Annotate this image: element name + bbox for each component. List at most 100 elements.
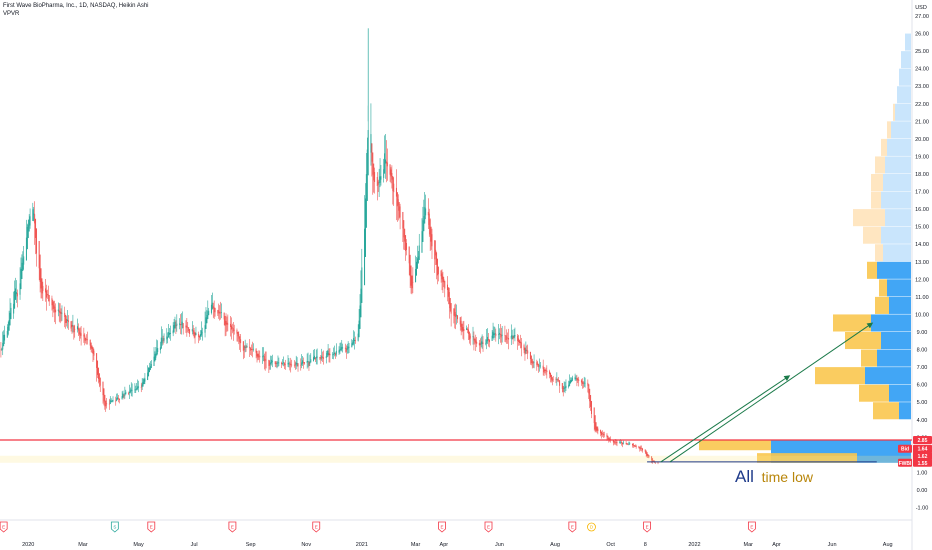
candle-body [632, 444, 634, 446]
candle-body [293, 364, 295, 366]
candle-body [505, 335, 507, 341]
y-tick-label: 8.00 [917, 348, 928, 354]
candle-body [551, 377, 553, 382]
candle-body [86, 339, 88, 341]
candle-body [440, 270, 442, 277]
candle-body [351, 343, 353, 348]
candle-body [435, 249, 437, 256]
candle-body [537, 363, 539, 365]
candle-body [453, 308, 455, 316]
event-marker-e[interactable]: E [147, 521, 156, 533]
candle-body [42, 285, 44, 292]
candle-body [77, 327, 79, 331]
candle-body [549, 371, 551, 375]
candle-body [79, 331, 81, 335]
candle-body [179, 324, 181, 326]
event-marker-e[interactable]: E [0, 521, 8, 533]
candle-body [436, 258, 438, 276]
candle-body [258, 355, 260, 357]
candle-body [227, 323, 229, 325]
y-tick-label: 26.00 [915, 32, 929, 38]
candle-body [130, 389, 132, 392]
candle-body [45, 288, 47, 293]
candle-body [652, 460, 654, 462]
candle-body [264, 358, 266, 361]
candle-body [251, 349, 253, 350]
candle-body [612, 439, 614, 443]
candle-body [265, 359, 267, 361]
price-tags: 2.85 1.64 Bid 1.621.55 FWBI [898, 435, 932, 467]
price-tag-value: 1.55 [918, 461, 928, 467]
candle-body [404, 228, 406, 242]
indicator-label[interactable]: VPVR [3, 11, 20, 17]
candle-body [508, 338, 510, 340]
candle-body [236, 330, 238, 334]
candle-body [123, 395, 125, 397]
candle-body [434, 240, 436, 260]
candle-body [500, 334, 502, 338]
candle-body [600, 429, 602, 434]
candle-body [103, 388, 105, 402]
event-marker-s[interactable]: S [110, 521, 119, 533]
x-axis[interactable]: 2020 Mar May Jul Sep Nov 2021 Mar Apr Jun Aug Oct 8 2… [22, 542, 892, 548]
candle-body [306, 361, 308, 363]
vp-bar-down [873, 402, 899, 420]
candle-body [238, 334, 240, 339]
candle-body [172, 330, 174, 334]
candle-body [647, 454, 649, 457]
candle-body [474, 338, 476, 343]
candle-body [587, 382, 589, 386]
candle-body [230, 325, 232, 330]
x-tick-label: Aug [883, 542, 893, 548]
candle-body [536, 362, 538, 366]
candle-body [14, 291, 16, 309]
vp-bar-up [877, 349, 911, 367]
candle-body [220, 312, 222, 314]
candle-body [22, 258, 24, 271]
projection-arrow [660, 375, 791, 463]
candle-body [493, 333, 495, 336]
candle-body [366, 149, 368, 201]
y-tick-label: 12.00 [915, 277, 929, 283]
event-marker-e[interactable]: E [643, 521, 651, 533]
candle-body [499, 333, 501, 335]
candle-body [485, 343, 487, 344]
candle-body [557, 379, 559, 381]
y-axis[interactable]: USD-1.000.001.002.003.004.005.006.007.00… [915, 5, 929, 512]
event-marker-d[interactable]: D [587, 522, 596, 532]
candle-body [603, 434, 605, 436]
event-marker-e[interactable]: E [747, 521, 756, 533]
candle-body [297, 363, 299, 367]
candle-body [364, 228, 366, 286]
candle-body [411, 275, 413, 289]
event-marker-e[interactable]: E [438, 521, 446, 533]
candle-body [27, 224, 29, 239]
candle-body [46, 294, 48, 295]
candle-body [167, 337, 169, 338]
candle-body [257, 353, 259, 358]
event-marker-e[interactable]: E [228, 521, 237, 533]
candle-body [179, 323, 181, 325]
candle-body [584, 382, 586, 384]
event-marker-e[interactable]: E [484, 521, 493, 533]
candle-body [391, 172, 393, 180]
vp-bar-up [905, 33, 911, 51]
candle-body [9, 312, 11, 326]
candle-body [461, 323, 463, 331]
vp-bar-up [895, 103, 911, 121]
candle-body [371, 143, 373, 162]
candle-body [175, 325, 177, 327]
candle-body [570, 380, 572, 384]
candle-body [539, 365, 541, 367]
candle-body [86, 339, 88, 340]
candle-body [564, 387, 566, 389]
x-tick-label: Mar [78, 542, 88, 548]
candle-body [232, 327, 234, 332]
event-marker-e[interactable]: E [312, 521, 321, 533]
event-marker-e[interactable]: E [568, 521, 577, 533]
candle-body [622, 442, 624, 444]
y-tick-label: 11.00 [915, 295, 928, 301]
candle-body [220, 312, 222, 314]
candle-body [110, 400, 112, 403]
